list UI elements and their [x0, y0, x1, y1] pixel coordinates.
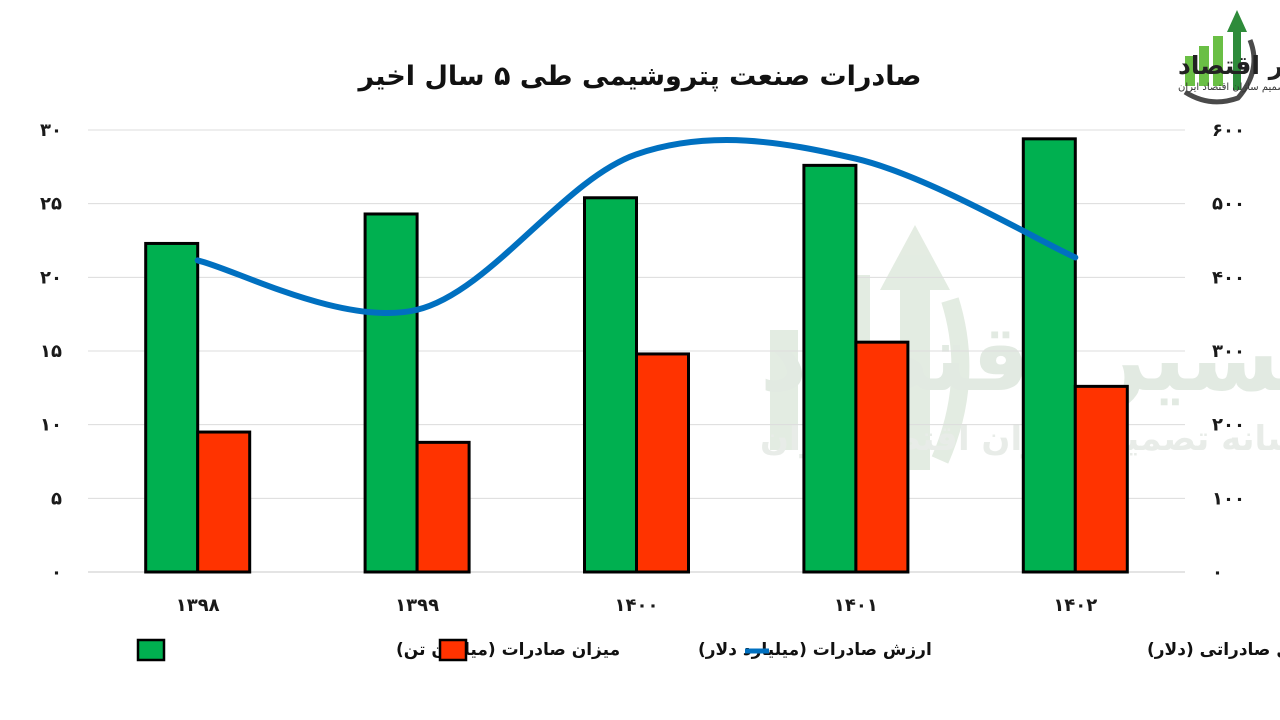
y-right-tick-label: ۰ — [1212, 562, 1223, 583]
price-point-2 — [636, 153, 637, 155]
price-line — [194, 137, 1079, 317]
y-right-tick-label: ۱۰۰ — [1212, 488, 1245, 509]
bar-volume-3 — [802, 163, 858, 574]
y-right-tick-label: ۴۰۰ — [1212, 267, 1245, 288]
x-tick-label: ۱۳۹۸ — [176, 595, 220, 616]
y-right-tick-label: ۵۰۰ — [1212, 194, 1245, 215]
y-left-tick-label: ۲۵ — [40, 194, 62, 215]
y-left-tick-label: ۵ — [51, 488, 62, 509]
bar-value-2 — [635, 352, 690, 574]
bar-value-0 — [196, 430, 252, 574]
bar-value-4 — [1073, 384, 1129, 574]
logo-tagline: رسانه تصمیم سازان اقتصاد ایران — [1178, 82, 1280, 93]
bar-volume-4 — [1021, 137, 1077, 574]
price-point-1 — [416, 309, 418, 311]
y-left-tick-label: ۱۵ — [40, 341, 62, 362]
bar-volume-1 — [363, 212, 419, 574]
legend: میزان صادرات (میلیون تن) ارزش صادرات (میل… — [136, 638, 1280, 662]
y-left-tick-label: ۳۰ — [40, 120, 62, 141]
y-axis-left: ۰ ۵ ۱۰ ۱۵ ۲۰ ۲۵ ۳۰ — [40, 120, 62, 583]
x-axis: ۱۳۹۸ ۱۳۹۹ ۱۴۰۰ ۱۴۰۱ ۱۴۰۲ — [176, 595, 1098, 616]
y-left-tick-label: ۱۰ — [40, 415, 62, 436]
legend-swatch-1 — [438, 638, 468, 662]
bars — [144, 137, 1129, 574]
x-tick-label: ۱۴۰۰ — [615, 595, 659, 616]
bar-value-1 — [415, 440, 471, 574]
x-tick-label: ۱۴۰۲ — [1053, 595, 1097, 616]
price-point-3 — [855, 158, 857, 160]
chart-title: صادرات صنعت پتروشیمی طی ۵ سال اخیر — [357, 61, 922, 92]
bar-volume-0 — [144, 241, 200, 574]
y-axis-right: ۰ ۱۰۰ ۲۰۰ ۳۰۰ ۴۰۰ ۵۰۰ ۶۰۰ — [1212, 120, 1245, 583]
y-left-tick-label: ۰ — [51, 562, 62, 583]
x-tick-label: ۱۳۹۹ — [395, 595, 439, 616]
logo-icon — [1183, 10, 1257, 105]
bar-value-3 — [854, 340, 910, 574]
legend-label-1: ارزش صادرات (میلیارد دلار) — [698, 640, 932, 660]
legend-swatch-0 — [136, 638, 166, 662]
y-right-tick-label: ۳۰۰ — [1212, 341, 1245, 362]
price-point-0 — [197, 259, 199, 261]
x-tick-label: ۱۴۰۱ — [834, 595, 878, 616]
legend-label-0: میزان صادرات (میلیون تن) — [396, 640, 620, 660]
price-point-4 — [1074, 256, 1076, 258]
logo: مسیر اقتصاد رسانه تصمیم سازان اقتصاد ایر… — [1178, 10, 1280, 105]
logo-name: مسیر اقتصاد — [1178, 51, 1280, 81]
y-right-tick-label: ۶۰۰ — [1212, 120, 1245, 141]
bar-volume-2 — [583, 196, 638, 574]
y-right-tick-label: ۲۰۰ — [1212, 415, 1245, 436]
y-left-tick-label: ۲۰ — [40, 267, 62, 288]
legend-label-2: متوسط قیمت هر تن محصول صادراتی (دلار) — [1147, 640, 1280, 660]
